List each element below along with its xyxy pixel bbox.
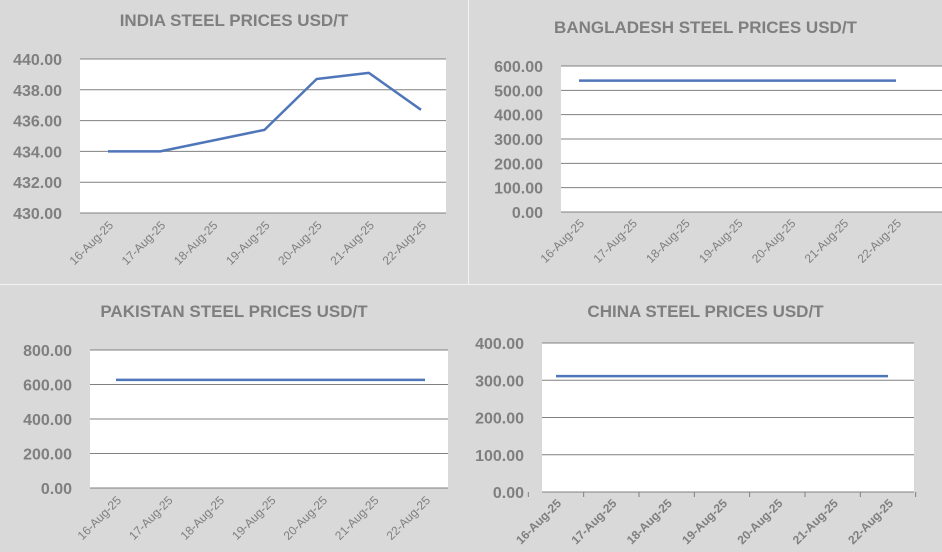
x-tick-label: 21-Aug-25 (332, 493, 382, 543)
x-tick-label: 20-Aug-25 (275, 218, 325, 268)
y-tick-label: 100.00 (475, 448, 524, 465)
pakistan-chart-panel: PAKISTAN STEEL PRICES USD/T 0.00 200.00 40… (0, 285, 468, 552)
x-tick-label: 17-Aug-25 (126, 493, 176, 543)
y-tick-label: 430.00 (13, 206, 62, 223)
x-tick-label: 20-Aug-25 (735, 496, 786, 547)
x-tick-label: 22-Aug-25 (845, 496, 896, 547)
x-tick-label: 16-Aug-25 (513, 496, 564, 547)
x-tick-label: 20-Aug-25 (749, 216, 799, 266)
y-tick-label: 600.00 (23, 378, 72, 395)
india-chart-svg: 430.00 432.00 434.00 436.00 438.00 440.00 16-A… (13, 52, 446, 268)
x-tick-label: 17-Aug-25 (119, 218, 169, 268)
y-tick-label: 0.00 (41, 481, 72, 498)
y-tick-label: 800.00 (23, 343, 72, 360)
india-chart-panel: INDIA STEEL PRICES USD/T 430.00 432.00 434… (0, 0, 468, 284)
bangladesh-chart-panel: BANGLADESH STEEL PRICES USD/T 0.00 100.00… (469, 0, 942, 284)
vertical-divider (468, 0, 469, 284)
x-tick-label: 22-Aug-25 (855, 216, 905, 266)
y-tick-label: 432.00 (13, 175, 62, 192)
y-tick-label: 438.00 (13, 83, 62, 100)
y-tick-label: 400.00 (23, 412, 72, 429)
bangladesh-chart-svg: 0.00 100.00 200.00 300.00 400.00 500.00 600.00… (494, 59, 942, 266)
x-tick-label: 18-Aug-25 (643, 216, 693, 266)
china-chart-panel: CHINA STEEL PRICES USD/T 0.00 100.00 200.0… (469, 285, 942, 552)
chart-title: PAKISTAN STEEL PRICES USD/T (100, 302, 368, 321)
x-tick-label: 17-Aug-25 (569, 496, 620, 547)
y-tick-label: 0.00 (512, 205, 543, 222)
y-tick-label: 600.00 (494, 59, 543, 76)
y-tick-label: 100.00 (494, 181, 543, 198)
y-tick-label: 0.00 (493, 485, 524, 502)
chart-title: INDIA STEEL PRICES USD/T (119, 11, 349, 30)
horizontal-divider (0, 284, 942, 285)
y-tick-label: 440.00 (13, 52, 62, 69)
y-tick-label: 200.00 (23, 447, 72, 464)
x-tick-label: 16-Aug-25 (67, 218, 117, 268)
x-tick-label: 19-Aug-25 (679, 496, 730, 547)
x-tick-label: 21-Aug-25 (802, 216, 852, 266)
x-tick-label: 21-Aug-25 (790, 496, 841, 547)
x-tick-label: 16-Aug-25 (538, 216, 588, 266)
x-tick-label: 19-Aug-25 (229, 493, 279, 543)
y-tick-label: 300.00 (494, 132, 543, 149)
y-tick-label: 300.00 (475, 373, 524, 390)
x-tick-label: 22-Aug-25 (384, 493, 434, 543)
x-tick-label: 19-Aug-25 (223, 218, 273, 268)
series-line (108, 71, 422, 153)
x-tick-label: 22-Aug-25 (380, 218, 430, 268)
pakistan-chart-svg: 0.00 200.00 400.00 600.00 800.00 16-Aug-25 17-… (23, 343, 448, 543)
y-tick-label: 200.00 (475, 411, 524, 428)
x-tick-label: 18-Aug-25 (171, 218, 221, 268)
y-tick-label: 400.00 (494, 108, 543, 125)
x-tick-label: 20-Aug-25 (281, 493, 331, 543)
y-tick-label: 500.00 (494, 83, 543, 100)
x-tick-label: 16-Aug-25 (75, 493, 125, 543)
x-tick-label: 21-Aug-25 (327, 218, 377, 268)
chart-title: CHINA STEEL PRICES USD/T (587, 302, 824, 321)
y-tick-label: 434.00 (13, 144, 62, 161)
x-tick-label: 19-Aug-25 (696, 216, 746, 266)
x-tick-label: 18-Aug-25 (624, 496, 675, 547)
plot-area (80, 59, 446, 213)
chart-title: BANGLADESH STEEL PRICES USD/T (554, 18, 857, 37)
y-tick-label: 436.00 (13, 114, 62, 131)
x-tick-label: 18-Aug-25 (178, 493, 228, 543)
china-chart-svg: 0.00 100.00 200.00 300.00 400.00 16-Aug-25 17-… (475, 336, 917, 547)
y-tick-label: 400.00 (475, 336, 524, 353)
y-tick-label: 200.00 (494, 156, 543, 173)
x-tick-label: 17-Aug-25 (590, 216, 640, 266)
